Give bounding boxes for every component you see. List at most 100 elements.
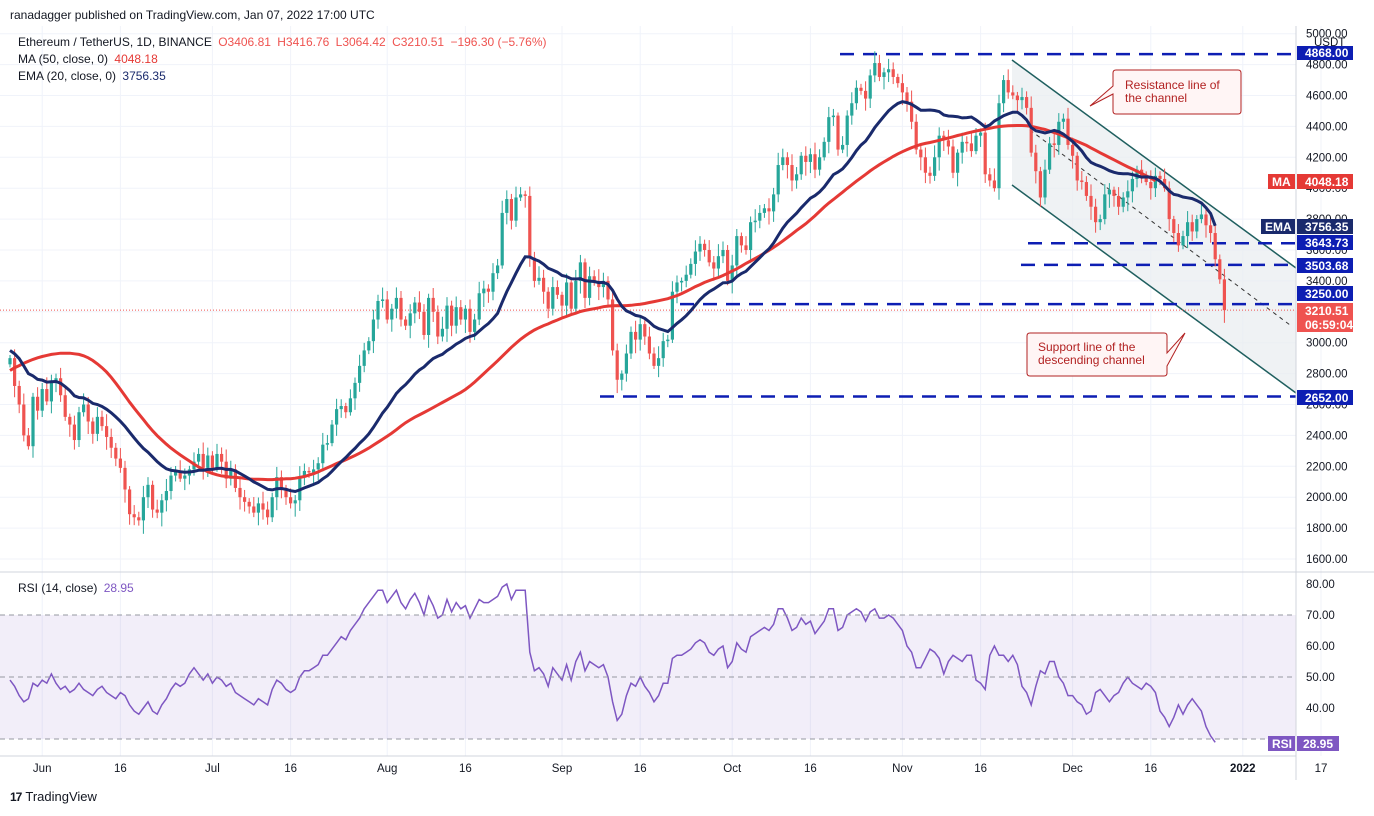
candle xyxy=(569,277,573,316)
candle xyxy=(505,190,509,225)
candle xyxy=(362,342,366,373)
candle xyxy=(689,258,693,279)
support-callout: Support line of the descending channel xyxy=(1026,332,1186,377)
candle xyxy=(95,407,99,442)
candle xyxy=(712,256,716,281)
high-value: H3416.76 xyxy=(277,35,330,49)
candle xyxy=(1218,254,1222,284)
candle xyxy=(551,276,555,316)
ma-legend[interactable]: MA (50, close, 0) 4048.18 xyxy=(18,52,158,66)
candle xyxy=(197,448,201,466)
low-value: L3064.42 xyxy=(335,35,386,49)
candle xyxy=(339,399,343,418)
time-tick-label: 16 xyxy=(974,763,987,775)
candle xyxy=(960,132,964,164)
candle xyxy=(624,344,628,382)
candle xyxy=(427,293,431,348)
resistance-line xyxy=(1011,59,1297,269)
candle xyxy=(937,127,941,171)
candle xyxy=(776,152,780,203)
candle xyxy=(804,146,808,176)
level-tag-2652: 2652.00 xyxy=(1297,390,1353,405)
candle xyxy=(1121,192,1125,213)
level-tag-3250: 3250.00 xyxy=(1297,286,1353,301)
candle xyxy=(588,266,592,306)
candle xyxy=(753,209,757,233)
candle xyxy=(482,280,486,308)
price-tick-label: 3400.00 xyxy=(1306,276,1348,288)
price-tick-label: 3000.00 xyxy=(1306,338,1348,350)
candle xyxy=(560,291,564,318)
price-tags: USDT 4868.00 MA 4048.18 EMA 3756.35 3643… xyxy=(1261,37,1353,751)
candle xyxy=(1038,166,1042,208)
candle xyxy=(693,240,697,276)
candle xyxy=(767,198,771,225)
candle xyxy=(643,320,647,345)
candle xyxy=(440,316,444,342)
candle xyxy=(652,347,656,369)
candle xyxy=(358,354,362,392)
candle xyxy=(726,245,730,286)
svg-text:4868.00: 4868.00 xyxy=(1305,46,1349,60)
candle xyxy=(629,326,633,359)
candle xyxy=(877,54,881,82)
candle xyxy=(983,122,987,183)
time-axis[interactable]: Jun 16 Jul 16 Aug 16 Sep 16 Oct 16 Nov 16 Dec 16 2022 1… xyxy=(33,763,1327,775)
candle xyxy=(850,92,854,125)
candle xyxy=(928,166,932,184)
candle xyxy=(1153,167,1157,198)
close-value: C3210.51 xyxy=(392,35,445,49)
candle xyxy=(914,114,918,155)
candle xyxy=(26,427,30,450)
candle xyxy=(1204,208,1208,238)
svg-text:RSI: RSI xyxy=(1272,737,1292,751)
price-tick-label: 2200.00 xyxy=(1306,461,1348,473)
candle xyxy=(371,309,375,354)
svg-text:3210.51: 3210.51 xyxy=(1305,304,1349,318)
open-value: O3406.81 xyxy=(218,35,271,49)
candle xyxy=(141,485,145,534)
candle xyxy=(749,216,753,263)
candle xyxy=(404,316,408,331)
candle xyxy=(1075,152,1079,191)
rsi-axis[interactable]: 40.00 50.00 60.00 70.00 80.00 xyxy=(1306,579,1335,715)
candle xyxy=(256,497,260,526)
candle xyxy=(252,497,256,518)
candle xyxy=(1052,131,1056,158)
ma-legend-value: 4048.18 xyxy=(114,52,158,66)
candle xyxy=(680,277,684,292)
candle xyxy=(385,291,389,324)
candle xyxy=(187,465,191,485)
candle xyxy=(459,300,463,325)
time-tick-label: 16 xyxy=(634,763,647,775)
candle xyxy=(965,136,969,152)
candle xyxy=(1181,230,1185,250)
candle xyxy=(827,106,831,154)
candle xyxy=(266,501,270,525)
time-tick-label: 16 xyxy=(459,763,472,775)
ema-legend[interactable]: EMA (20, close, 0) 3756.35 xyxy=(18,69,166,83)
candle xyxy=(132,505,136,526)
candle xyxy=(408,304,412,339)
candle xyxy=(859,83,863,95)
resistance-callout: Resistance line of the channel xyxy=(1089,69,1242,115)
candle xyxy=(394,287,398,319)
rsi-tick-label: 70.00 xyxy=(1306,610,1335,622)
rsi-legend[interactable]: RSI (14, close) 28.95 xyxy=(18,581,134,595)
candle xyxy=(546,287,550,319)
candle xyxy=(698,236,702,261)
candle xyxy=(992,168,996,192)
candle xyxy=(762,203,766,218)
candle xyxy=(813,142,817,179)
candle xyxy=(1195,215,1199,239)
candle xyxy=(1066,107,1070,150)
candle xyxy=(302,463,306,486)
candle xyxy=(31,392,35,458)
footer-brand[interactable]: 17 TradingView xyxy=(10,789,97,804)
svg-text:3643.73: 3643.73 xyxy=(1305,236,1349,250)
candle xyxy=(956,149,960,187)
ma-tag: MA 4048.18 xyxy=(1268,174,1353,189)
candle xyxy=(661,332,665,367)
candle xyxy=(174,465,178,482)
